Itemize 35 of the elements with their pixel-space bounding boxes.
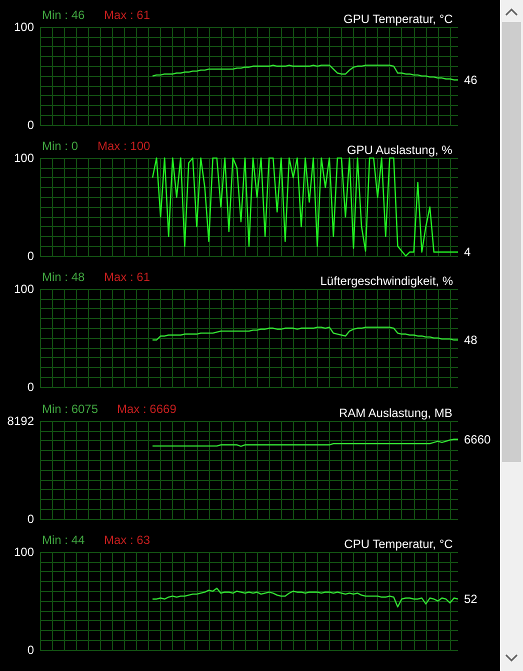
text: 52 xyxy=(464,592,478,606)
text: 46 xyxy=(464,72,478,87)
line-series xyxy=(152,157,459,257)
y-tick-label: 100 xyxy=(14,545,34,559)
line-series xyxy=(152,588,459,608)
y-tick-label: 0 xyxy=(27,249,34,263)
y-tick-label: 0 xyxy=(27,380,34,394)
y-tick-label: 8192 xyxy=(7,414,34,428)
line-series xyxy=(152,326,459,341)
text: Max : 61 xyxy=(104,8,150,22)
text: Min : 48 xyxy=(42,270,86,284)
text: Min : 6075 xyxy=(42,402,98,416)
text: Min : 46 xyxy=(42,8,86,22)
chart-title: CPU Temperatur, °C xyxy=(344,537,454,551)
y-tick-label: 0 xyxy=(27,643,34,657)
text: 6660 xyxy=(464,432,492,446)
text: Min : 44 xyxy=(42,533,86,547)
chart-title: GPU Temperatur, °C xyxy=(344,12,454,26)
line-series xyxy=(152,438,459,447)
y-tick-label: 0 xyxy=(27,512,34,526)
text: 48 xyxy=(464,332,478,347)
chart-title: Lüftergeschwindigkeit, % xyxy=(320,274,454,288)
y-tick-label: 0 xyxy=(27,118,34,132)
y-tick-label: 100 xyxy=(14,151,34,165)
y-tick-label: 100 xyxy=(14,282,34,296)
chart-title: RAM Auslastung, MB xyxy=(338,406,452,420)
line-series xyxy=(152,64,459,81)
chart-title: GPU Auslastung, % xyxy=(346,143,453,157)
text: Max : 63 xyxy=(104,533,150,547)
text: Max : 6669 xyxy=(117,402,177,416)
text: Min : 0 xyxy=(42,139,78,153)
text: Max : 61 xyxy=(104,270,150,284)
text: 4 xyxy=(464,245,471,260)
text: Max : 100 xyxy=(98,139,151,153)
y-tick-label: 100 xyxy=(14,20,34,34)
